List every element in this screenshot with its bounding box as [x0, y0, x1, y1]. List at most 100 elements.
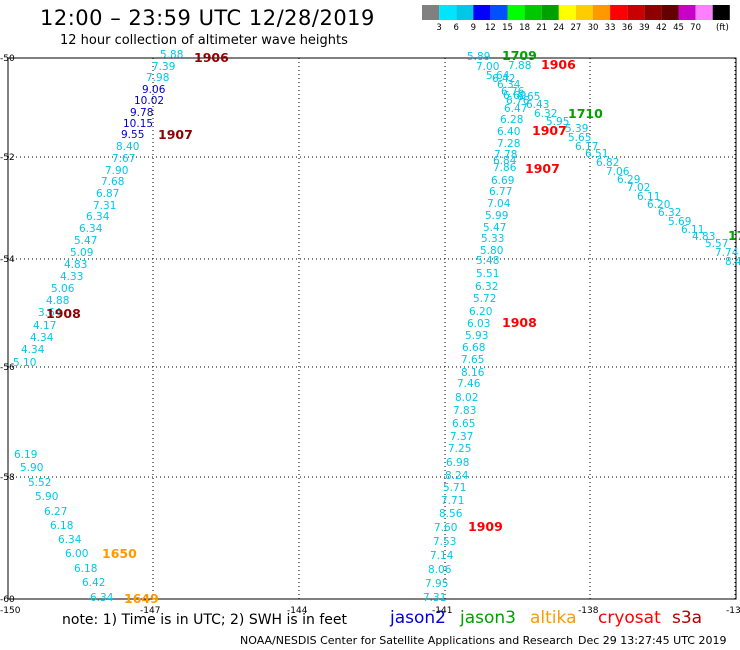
wave-height-value: 5.47 [74, 235, 97, 247]
longitude-label: -138 [578, 606, 599, 616]
latitude-label: -54 [0, 255, 15, 265]
wave-height-value: 5.64 [486, 70, 510, 82]
color-scale-label: 21 [536, 23, 547, 33]
wave-height-value: 6.47 [504, 103, 527, 115]
wave-height-value: 4.83 [64, 259, 87, 271]
wave-height-value: 7.90 [105, 165, 128, 177]
color-scale-label: 36 [622, 23, 633, 33]
wave-height-value: 6.65 [517, 91, 540, 103]
wave-height-value: 6.11 [681, 224, 704, 236]
wave-height-value: 7.74 [715, 247, 739, 259]
color-scale-label: 45 [673, 23, 684, 33]
generation-timestamp: Dec 29 13:27:45 UTC 2019 [578, 634, 727, 647]
wave-height-value: 6.34 [90, 592, 114, 604]
satellite-label-s3a: s3a [672, 608, 703, 628]
wave-height-value: 4.34 [30, 332, 54, 344]
wave-height-value: 6.00 [65, 548, 88, 560]
wave-height-value: 5.90 [35, 491, 58, 503]
wave-height-value: 6.42 [82, 577, 105, 589]
wave-height-value: 6.34 [497, 79, 521, 91]
color-swatch [541, 5, 559, 20]
footer-note: note: 1) Time is in UTC; 2) SWH is in fe… [62, 612, 348, 628]
wave-height-value: 7.06 [606, 166, 630, 178]
color-scale-label: 12 [485, 23, 496, 33]
longitude-label: -147 [140, 606, 160, 616]
color-swatch [575, 5, 593, 20]
wave-height-value: 7.25 [448, 443, 471, 455]
wave-height-value: 5.52 [28, 477, 51, 489]
wave-height-value: 5.69 [668, 216, 691, 228]
wave-height-value: 8.06 [428, 564, 452, 576]
wave-height-value: 7.39 [152, 61, 175, 73]
color-swatch [627, 5, 645, 20]
pass-time-label: 17 [728, 228, 740, 243]
wave-height-value: 4.83 [692, 231, 715, 243]
wave-height-value: 6.18 [50, 520, 73, 532]
track-3: 5.897.005.646.426.346.766.696.766.476.28… [423, 51, 576, 604]
wave-height-value: 6.29 [617, 174, 640, 186]
wave-height-value: 6.11 [637, 191, 660, 203]
wave-height-value: 7.00 [476, 61, 499, 73]
wave-height-value: 5.39 [565, 123, 588, 135]
wave-height-value: 4.88 [46, 295, 69, 307]
track-1: 5.887.397.989.0610.029.7810.159.558.407.… [13, 49, 229, 369]
pass-time-label: 1710 [568, 106, 603, 121]
wave-height-value: 6.43 [526, 99, 549, 111]
wave-height-value: 10.15 [123, 118, 153, 130]
longitude-label: -141 [432, 606, 452, 616]
wave-height-value: 6.87 [96, 188, 119, 200]
wave-height-value: 7.68 [101, 176, 124, 188]
wave-height-value: 6.40 [497, 126, 520, 138]
latitude-label: -58 [0, 473, 15, 483]
wave-height-value: 6.51 [585, 148, 608, 160]
color-scale-label: 33 [605, 23, 616, 33]
map-frame [7, 57, 737, 600]
color-swatch [610, 5, 628, 20]
pass-time-label: 1907 [532, 123, 567, 138]
chart-title: 12:00 – 23:59 UTC 12/28/2019 [40, 6, 375, 30]
wave-height-value: 6.42 [492, 73, 515, 85]
wave-height-value: 8.4 [725, 256, 740, 268]
pass-time-label: 1908 [502, 315, 537, 330]
wave-height-value: 6.77 [489, 186, 512, 198]
color-scale-label: 6 [453, 23, 458, 33]
wave-height-value: 3.64 [38, 307, 62, 319]
pass-time-label: 1909 [468, 519, 503, 534]
wave-height-value: 7.60 [434, 522, 457, 534]
wave-height-value: 7.95 [425, 578, 448, 590]
wave-height-value: 5.57 [705, 238, 728, 250]
wave-height-value: 6.17 [575, 141, 598, 153]
wave-height-value: 4.33 [60, 271, 83, 283]
color-scale-label: 9 [471, 23, 476, 33]
color-scale-label: 27 [570, 23, 581, 33]
pass-time-label: 1906 [541, 57, 576, 72]
map-grid [7, 57, 737, 600]
track-4: 7.886.656.436.325.955.395.656.176.516.82… [502, 48, 740, 268]
wave-height-value: 7.67 [112, 153, 135, 165]
color-scale-label: 18 [519, 23, 530, 33]
wave-height-value: 5.51 [476, 268, 499, 280]
longitude-label: -144 [287, 606, 308, 616]
wave-height-value: 6.20 [469, 306, 492, 318]
wave-height-value: 5.89 [467, 51, 490, 63]
wave-height-value: 6.32 [534, 108, 557, 120]
color-scale-unit: (ft) [716, 23, 729, 33]
wave-height-value: 7.78 [494, 149, 517, 161]
wave-height-value: 5.48 [476, 255, 499, 267]
wave-height-value: 7.37 [450, 431, 473, 443]
wave-height-value: 6.34 [79, 223, 103, 235]
wave-height-value: 7.31 [423, 592, 446, 604]
wave-height-value: 6.69 [503, 90, 526, 102]
wave-height-value: 6.69 [491, 175, 514, 187]
color-swatch [593, 5, 611, 20]
track-2: 6.195.905.525.906.276.186.346.006.186.42… [14, 449, 159, 606]
color-swatch [644, 5, 662, 20]
wave-height-value: 5.10 [13, 357, 36, 369]
wave-height-value: 6.18 [74, 563, 97, 575]
wave-height-value: 5.33 [481, 233, 504, 245]
wave-height-value: 6.98 [446, 457, 469, 469]
wave-height-value: 7.28 [497, 138, 520, 150]
wave-height-value: 8.56 [439, 508, 463, 520]
latitude-label: -56 [0, 363, 15, 373]
credit-line: NOAA/NESDIS Center for Satellite Applica… [240, 634, 574, 647]
